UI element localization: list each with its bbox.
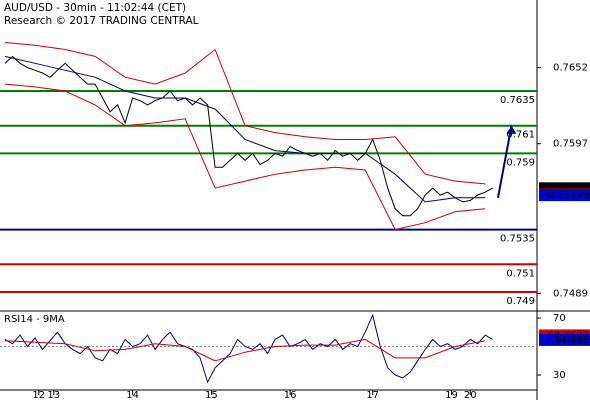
x-tick-label: 14: [126, 390, 139, 400]
x-tick-label: 17: [366, 390, 379, 400]
rsi-title: RSI14 - 9MA: [4, 314, 65, 325]
x-tick-label: 16: [284, 390, 297, 400]
level-label: 0.761: [506, 130, 535, 141]
y-tick-label: 0.7652: [553, 62, 588, 73]
level-label: 0.7635: [500, 95, 535, 106]
x-tick-label: 13: [47, 390, 60, 400]
level-label: 0.7535: [500, 234, 535, 245]
value-marker-label: 54.645: [554, 335, 589, 346]
chart-subtitle: Research © 2017 TRADING CENTRAL: [4, 15, 199, 27]
value-marker: [539, 333, 590, 346]
x-tick-label: 20: [464, 390, 477, 400]
level-label: 0.759: [506, 157, 535, 168]
series-line: [497, 125, 513, 198]
forecast-arrowhead: [506, 125, 517, 134]
y-tick-label: 0.7597: [553, 139, 588, 150]
level-label: 0.749: [506, 296, 535, 307]
value-marker-label: 0.75599: [548, 190, 589, 201]
value-marker: [539, 189, 590, 202]
x-tick-label: 12: [32, 390, 45, 400]
series-line: [4, 55, 493, 217]
series-line: [4, 313, 493, 384]
x-tick-label: 19: [445, 390, 458, 400]
series-line: [4, 83, 486, 231]
level-label: 0.751: [506, 268, 535, 279]
series-line: [4, 55, 486, 203]
series-line: [4, 42, 486, 185]
chart-title: AUD/USD - 30min - 11:02:44 (CET): [4, 2, 186, 14]
x-tick-label: 15: [205, 390, 218, 400]
series-line: [4, 338, 486, 362]
y-tick-label: 30: [553, 370, 566, 381]
y-tick-label: 70: [553, 313, 566, 324]
y-tick-label: 0.7489: [553, 288, 588, 299]
